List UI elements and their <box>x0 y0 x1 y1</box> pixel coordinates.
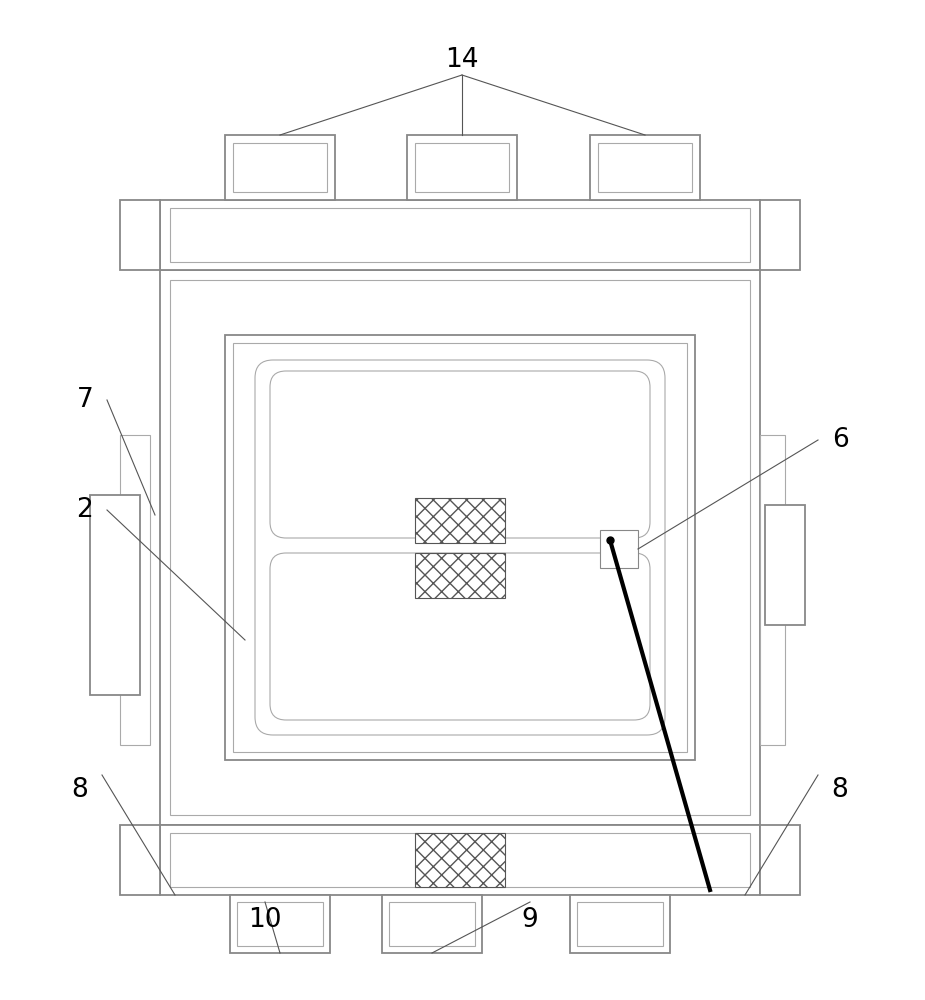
Bar <box>160 270 760 825</box>
Bar <box>233 343 687 752</box>
Bar <box>760 200 800 270</box>
Bar <box>160 825 760 895</box>
Text: 7: 7 <box>77 387 93 413</box>
Bar <box>600 530 638 568</box>
Bar <box>170 208 750 262</box>
Bar <box>760 435 785 745</box>
Bar <box>389 902 475 946</box>
Bar <box>225 335 695 760</box>
Bar <box>225 135 335 200</box>
Text: 14: 14 <box>445 47 479 73</box>
Bar <box>760 825 800 895</box>
Text: 2: 2 <box>77 497 93 523</box>
Bar <box>230 895 330 953</box>
Bar <box>233 143 327 192</box>
Text: 6: 6 <box>832 427 848 453</box>
Bar <box>160 200 760 270</box>
FancyBboxPatch shape <box>255 360 665 735</box>
Text: 9: 9 <box>522 907 538 933</box>
Bar <box>170 833 750 887</box>
Bar <box>120 825 160 895</box>
Bar <box>570 895 670 953</box>
Bar <box>170 280 750 815</box>
Bar <box>765 505 805 625</box>
Bar <box>120 435 150 745</box>
Bar <box>415 553 505 598</box>
Bar <box>598 143 692 192</box>
Bar <box>415 143 509 192</box>
Bar <box>237 902 323 946</box>
Text: 8: 8 <box>71 777 89 803</box>
Bar <box>415 498 505 543</box>
FancyBboxPatch shape <box>270 553 650 720</box>
Bar <box>590 135 700 200</box>
Bar <box>382 895 482 953</box>
Text: 8: 8 <box>832 777 848 803</box>
Bar <box>407 135 517 200</box>
Bar <box>120 200 160 270</box>
Text: 10: 10 <box>248 907 282 933</box>
FancyBboxPatch shape <box>270 371 650 538</box>
Bar <box>90 495 140 695</box>
Bar <box>577 902 663 946</box>
Bar <box>415 833 505 887</box>
